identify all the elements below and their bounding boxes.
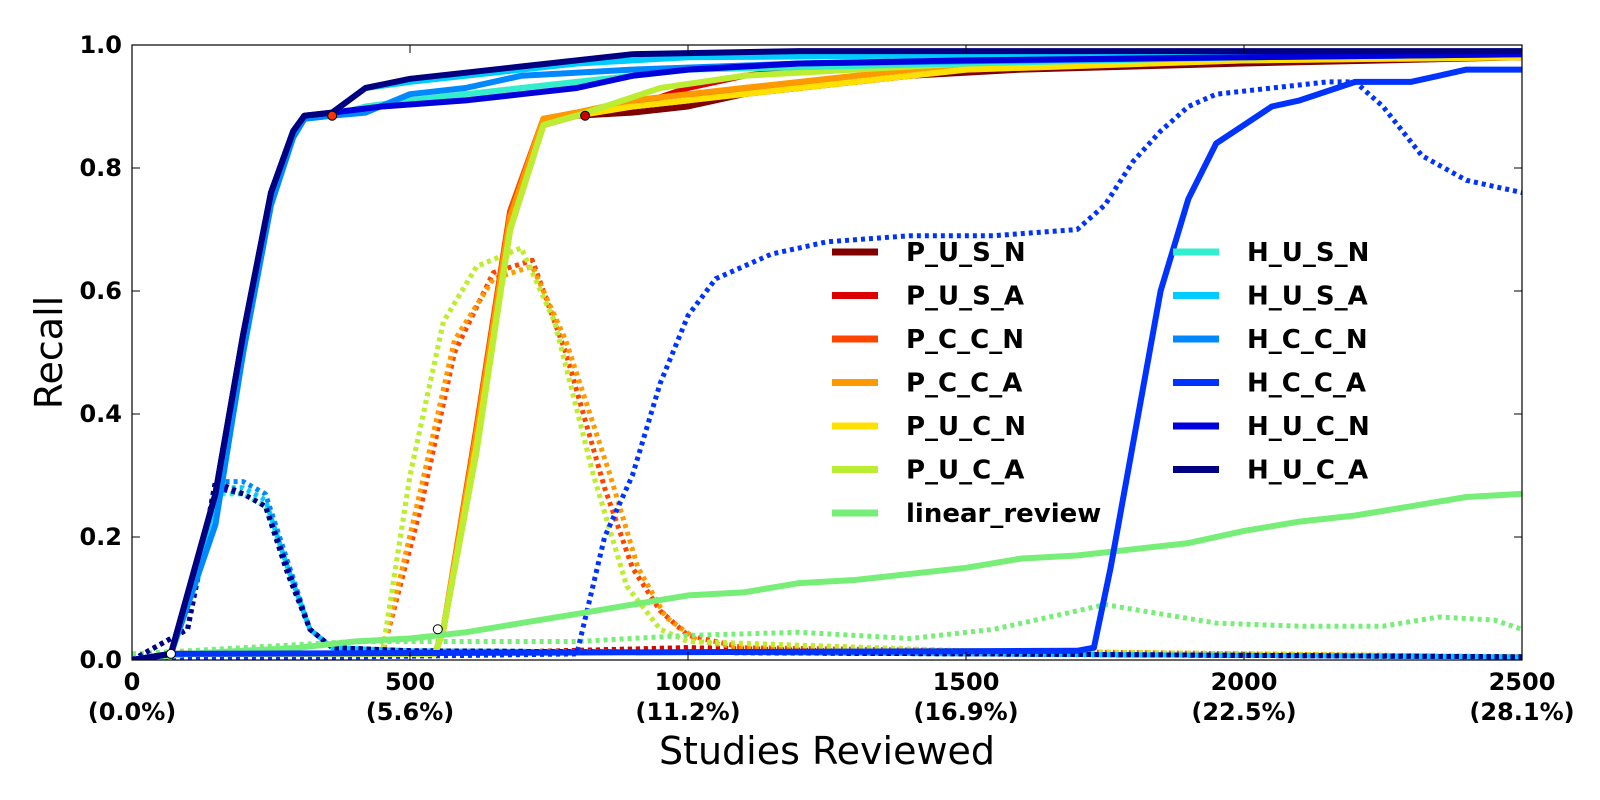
legend: P_U_S_N P_U_S_A P_C_C_N P_C_C_A P_U_C_N P_U_C…	[832, 238, 1370, 529]
y-tick-label-0: 0.0	[79, 646, 122, 674]
y-tick-label-1: 0.2	[79, 523, 122, 551]
series-line-H_C_C_N	[132, 51, 1522, 660]
y-axis-title: Recall	[27, 296, 71, 409]
series-line-P_U_C_A	[132, 51, 1522, 660]
x-tick-sublabel-3: (16.9%)	[913, 698, 1018, 726]
y-tick-label-3: 0.6	[79, 277, 122, 305]
legend-label-P_U_C_N: P_U_C_N	[906, 412, 1026, 442]
series-line-P_C_C_N	[132, 54, 1522, 660]
series-line-P_U_S_N	[132, 54, 1522, 660]
legend-label-H_U_S_A: H_U_S_A	[1247, 282, 1368, 312]
legend-label-P_U_S_N: P_U_S_N	[906, 238, 1026, 268]
legend-label-P_C_C_N: P_C_C_N	[906, 325, 1024, 355]
series-dotted-line-H_U_S_A	[132, 485, 1522, 660]
series-dotted-line-linear_review	[132, 602, 1522, 657]
legend-label-P_C_C_A: P_C_C_A	[906, 369, 1022, 399]
series-line-H_U_C_N	[132, 51, 1522, 660]
legend-label-P_U_S_A: P_U_S_A	[906, 282, 1024, 312]
x-tick-label-0: 0	[124, 668, 141, 696]
legend-label-H_U_S_N: H_U_S_N	[1247, 238, 1369, 268]
series-line-H_U_C_A	[132, 48, 1522, 660]
x-tick-label-3: 1500	[933, 668, 1000, 696]
series-line-P_U_S_A	[132, 54, 1522, 660]
series-dotted-line-P_C_C_N	[132, 257, 1522, 660]
marker-point-1	[432, 624, 443, 635]
marker-point-0	[165, 648, 176, 659]
y-tick-label-4: 0.8	[79, 154, 122, 182]
marker-point-3	[580, 110, 591, 121]
x-tick-sublabel-2: (11.2%)	[635, 698, 740, 726]
x-tick-label-2: 1000	[655, 668, 722, 696]
plot-frame	[131, 44, 1523, 661]
x-tick-sublabel-4: (22.5%)	[1191, 698, 1296, 726]
plot-area	[132, 48, 1522, 660]
series-dotted-line-H_U_C_N	[132, 485, 1522, 660]
legend-label-H_U_C_A: H_U_C_A	[1247, 456, 1368, 486]
marker-point-2	[327, 110, 338, 121]
legend-label-H_C_C_A: H_C_C_A	[1247, 369, 1366, 399]
x-tick-sublabel-1: (5.6%)	[366, 698, 455, 726]
series-line-H_U_S_A	[132, 48, 1522, 660]
x-tick-label-5: 2500	[1489, 668, 1556, 696]
x-tick-sublabel-0: (0.0%)	[88, 698, 177, 726]
series-dotted-line-H_U_C_A	[132, 479, 1522, 660]
series-line-H_C_C_A	[132, 66, 1522, 660]
x-tick-label-1: 500	[385, 668, 435, 696]
legend-label-linear_review: linear_review	[906, 499, 1101, 529]
legend-label-P_U_C_A: P_U_C_A	[906, 456, 1024, 486]
x-tick-sublabel-5: (28.1%)	[1469, 698, 1574, 726]
series-dotted-line-H_C_C_A	[132, 79, 1522, 660]
x-tick-label-4: 2000	[1211, 668, 1278, 696]
legend-label-H_U_C_N: H_U_C_N	[1247, 412, 1370, 442]
series-line-P_C_C_A	[132, 51, 1522, 660]
series-line-linear_review	[132, 490, 1522, 660]
series-line-P_U_C_N	[132, 54, 1522, 660]
y-tick-label-5: 1.0	[79, 31, 122, 59]
series-dotted-line-H_C_C_N	[132, 479, 1522, 660]
legend-label-H_C_C_N: H_C_C_N	[1247, 325, 1368, 355]
y-tick-label-2: 0.4	[79, 400, 122, 428]
series-line-H_U_S_N	[132, 51, 1522, 660]
x-axis-title: Studies Reviewed	[659, 729, 995, 773]
